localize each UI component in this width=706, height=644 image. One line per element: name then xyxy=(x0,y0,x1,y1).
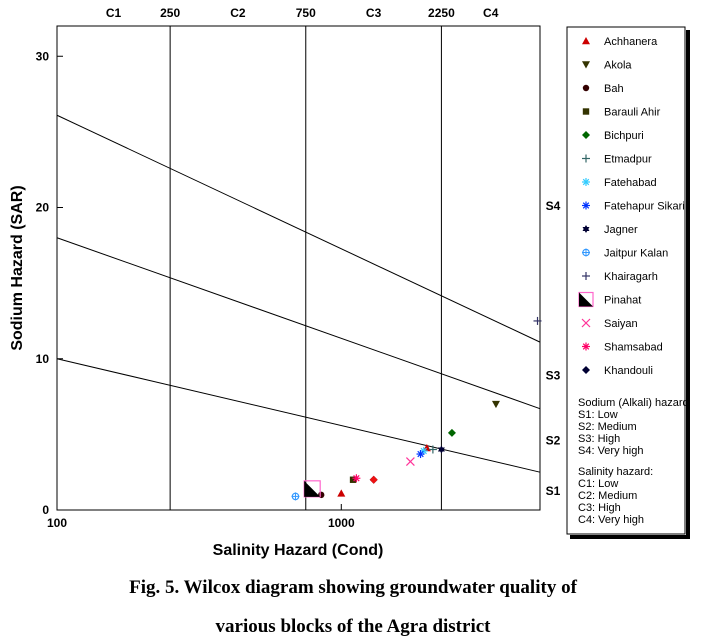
data-point-fatehapur-sikari-0 xyxy=(416,450,425,459)
data-point-etmadpur-0 xyxy=(428,445,437,454)
legend-marker-fatehabad xyxy=(582,178,590,186)
x-tick-label-100: 100 xyxy=(47,516,67,530)
x-axis-title: Salinity Hazard (Cond) xyxy=(213,542,384,559)
legend-label-bah: Bah xyxy=(604,83,624,95)
legend-marker-jagner xyxy=(582,225,590,233)
y-tick-label-10: 10 xyxy=(36,352,50,366)
legend-marker-etmadpur xyxy=(582,154,590,163)
legend-note-7: C2: Medium xyxy=(578,490,637,502)
data-point-khairagarh-0 xyxy=(533,316,542,325)
y-tick-label-30: 30 xyxy=(36,49,50,63)
legend-note-8: C3: High xyxy=(578,502,621,514)
sodium-boundary-line-3 xyxy=(56,114,541,343)
sodium-class-label-s2: S2 xyxy=(546,433,561,447)
legend-note-1: S1: Low xyxy=(578,409,618,421)
wilcox-diagram: 250 750 2250 C1 C2 C3 C4 S1 S2 S3 S4 100 1000 0 10 20 30… xyxy=(9,6,690,559)
legend-marker-khairagarh xyxy=(582,272,590,280)
sodium-boundary-line-1 xyxy=(56,358,541,473)
plot-area-frame xyxy=(56,25,541,511)
y-axis-title: Sodium Hazard (SAR) xyxy=(9,185,26,350)
legend-marker-bah xyxy=(582,84,590,92)
legend-label-jaitpur-kalan: Jaitpur Kalan xyxy=(604,248,668,260)
data-point-extra-0-0 xyxy=(369,475,378,484)
sodium-boundary-line-2 xyxy=(56,237,541,410)
legend-label-shamsabad: Shamsabad xyxy=(604,342,663,354)
data-point-barauli-ahir-0 xyxy=(349,476,357,483)
legend-note-9: C4: Very high xyxy=(578,514,644,526)
data-point-shamsabad-0 xyxy=(352,474,361,483)
caption-line-2: various blocks of the Agra district xyxy=(215,616,491,637)
legend-label-khandouli: Khandouli xyxy=(604,365,653,377)
legend-label-fatehabad: Fatehabad xyxy=(604,177,657,189)
legend-label-akola: Akola xyxy=(604,60,632,72)
plot-layer: 250 750 2250 C1 C2 C3 C4 S1 S2 S3 S4 100 1000 0 10 20 30 xyxy=(36,6,561,530)
data-point-achhanera-0 xyxy=(337,489,346,497)
legend-note-5: Salinity hazard: xyxy=(578,466,653,478)
salinity-class-label-c2: C2 xyxy=(230,6,246,20)
legend-label-fatehapur-sikari: Fatehapur Sikari xyxy=(604,201,685,213)
legend-note-0: Sodium (Alkali) hazard xyxy=(578,397,689,409)
legend-marker-fatehapur-sikari xyxy=(582,201,590,210)
legend: Achhanera Akola Bah Barauli Ahir Bichpuri Etm… xyxy=(578,36,689,526)
data-point-jagner-0 xyxy=(437,445,445,454)
salinity-class-label-c4: C4 xyxy=(483,6,499,20)
legend-note-2: S2: Medium xyxy=(578,421,637,433)
legend-marker-akola xyxy=(582,61,590,69)
salinity-class-label-c1: C1 xyxy=(106,6,122,20)
data-point-jaitpur-kalan-0 xyxy=(291,492,300,501)
y-tick-label-0: 0 xyxy=(42,503,49,517)
legend-marker-shamsabad xyxy=(582,342,590,351)
x-tick-label-1000: 1000 xyxy=(328,516,355,530)
legend-marker-saiyan xyxy=(581,318,591,328)
sodium-class-label-s1: S1 xyxy=(546,484,561,498)
salinity-boundary-label-750: 750 xyxy=(296,6,316,20)
legend-label-achhanera: Achhanera xyxy=(604,36,658,48)
legend-label-etmadpur: Etmadpur xyxy=(604,154,652,166)
salinity-boundary-label-2250: 2250 xyxy=(428,6,455,20)
legend-note-6: C1: Low xyxy=(578,478,618,490)
data-point-pinahat-0 xyxy=(303,480,321,498)
legend-label-khairagarh: Khairagarh xyxy=(604,271,658,283)
caption-line-1: Fig. 5. Wilcox diagram showing groundwat… xyxy=(129,577,577,598)
sodium-class-label-s4: S4 xyxy=(546,199,561,213)
legend-note-4: S4: Very high xyxy=(578,445,643,457)
legend-marker-jaitpur-kalan xyxy=(582,248,590,257)
sodium-class-label-s3: S3 xyxy=(546,368,561,382)
y-tick-label-20: 20 xyxy=(36,201,50,215)
legend-label-pinahat: Pinahat xyxy=(604,295,641,307)
legend-marker-khandouli xyxy=(582,366,590,374)
legend-label-jagner: Jagner xyxy=(604,224,638,236)
legend-label-barauli-ahir: Barauli Ahir xyxy=(604,107,661,119)
data-point-akola-0 xyxy=(491,400,500,409)
data-point-saiyan-0 xyxy=(405,457,415,467)
legend-marker-barauli-ahir xyxy=(582,108,590,115)
salinity-boundary-label-250: 250 xyxy=(160,6,180,20)
legend-marker-bichpuri xyxy=(582,131,590,139)
legend-marker-pinahat xyxy=(578,291,594,308)
data-point-bichpuri-0 xyxy=(447,428,456,437)
legend-label-bichpuri: Bichpuri xyxy=(604,130,644,142)
legend-marker-achhanera xyxy=(582,37,590,45)
legend-note-3: S3: High xyxy=(578,433,620,445)
legend-label-saiyan: Saiyan xyxy=(604,318,638,330)
salinity-class-label-c3: C3 xyxy=(366,6,382,20)
